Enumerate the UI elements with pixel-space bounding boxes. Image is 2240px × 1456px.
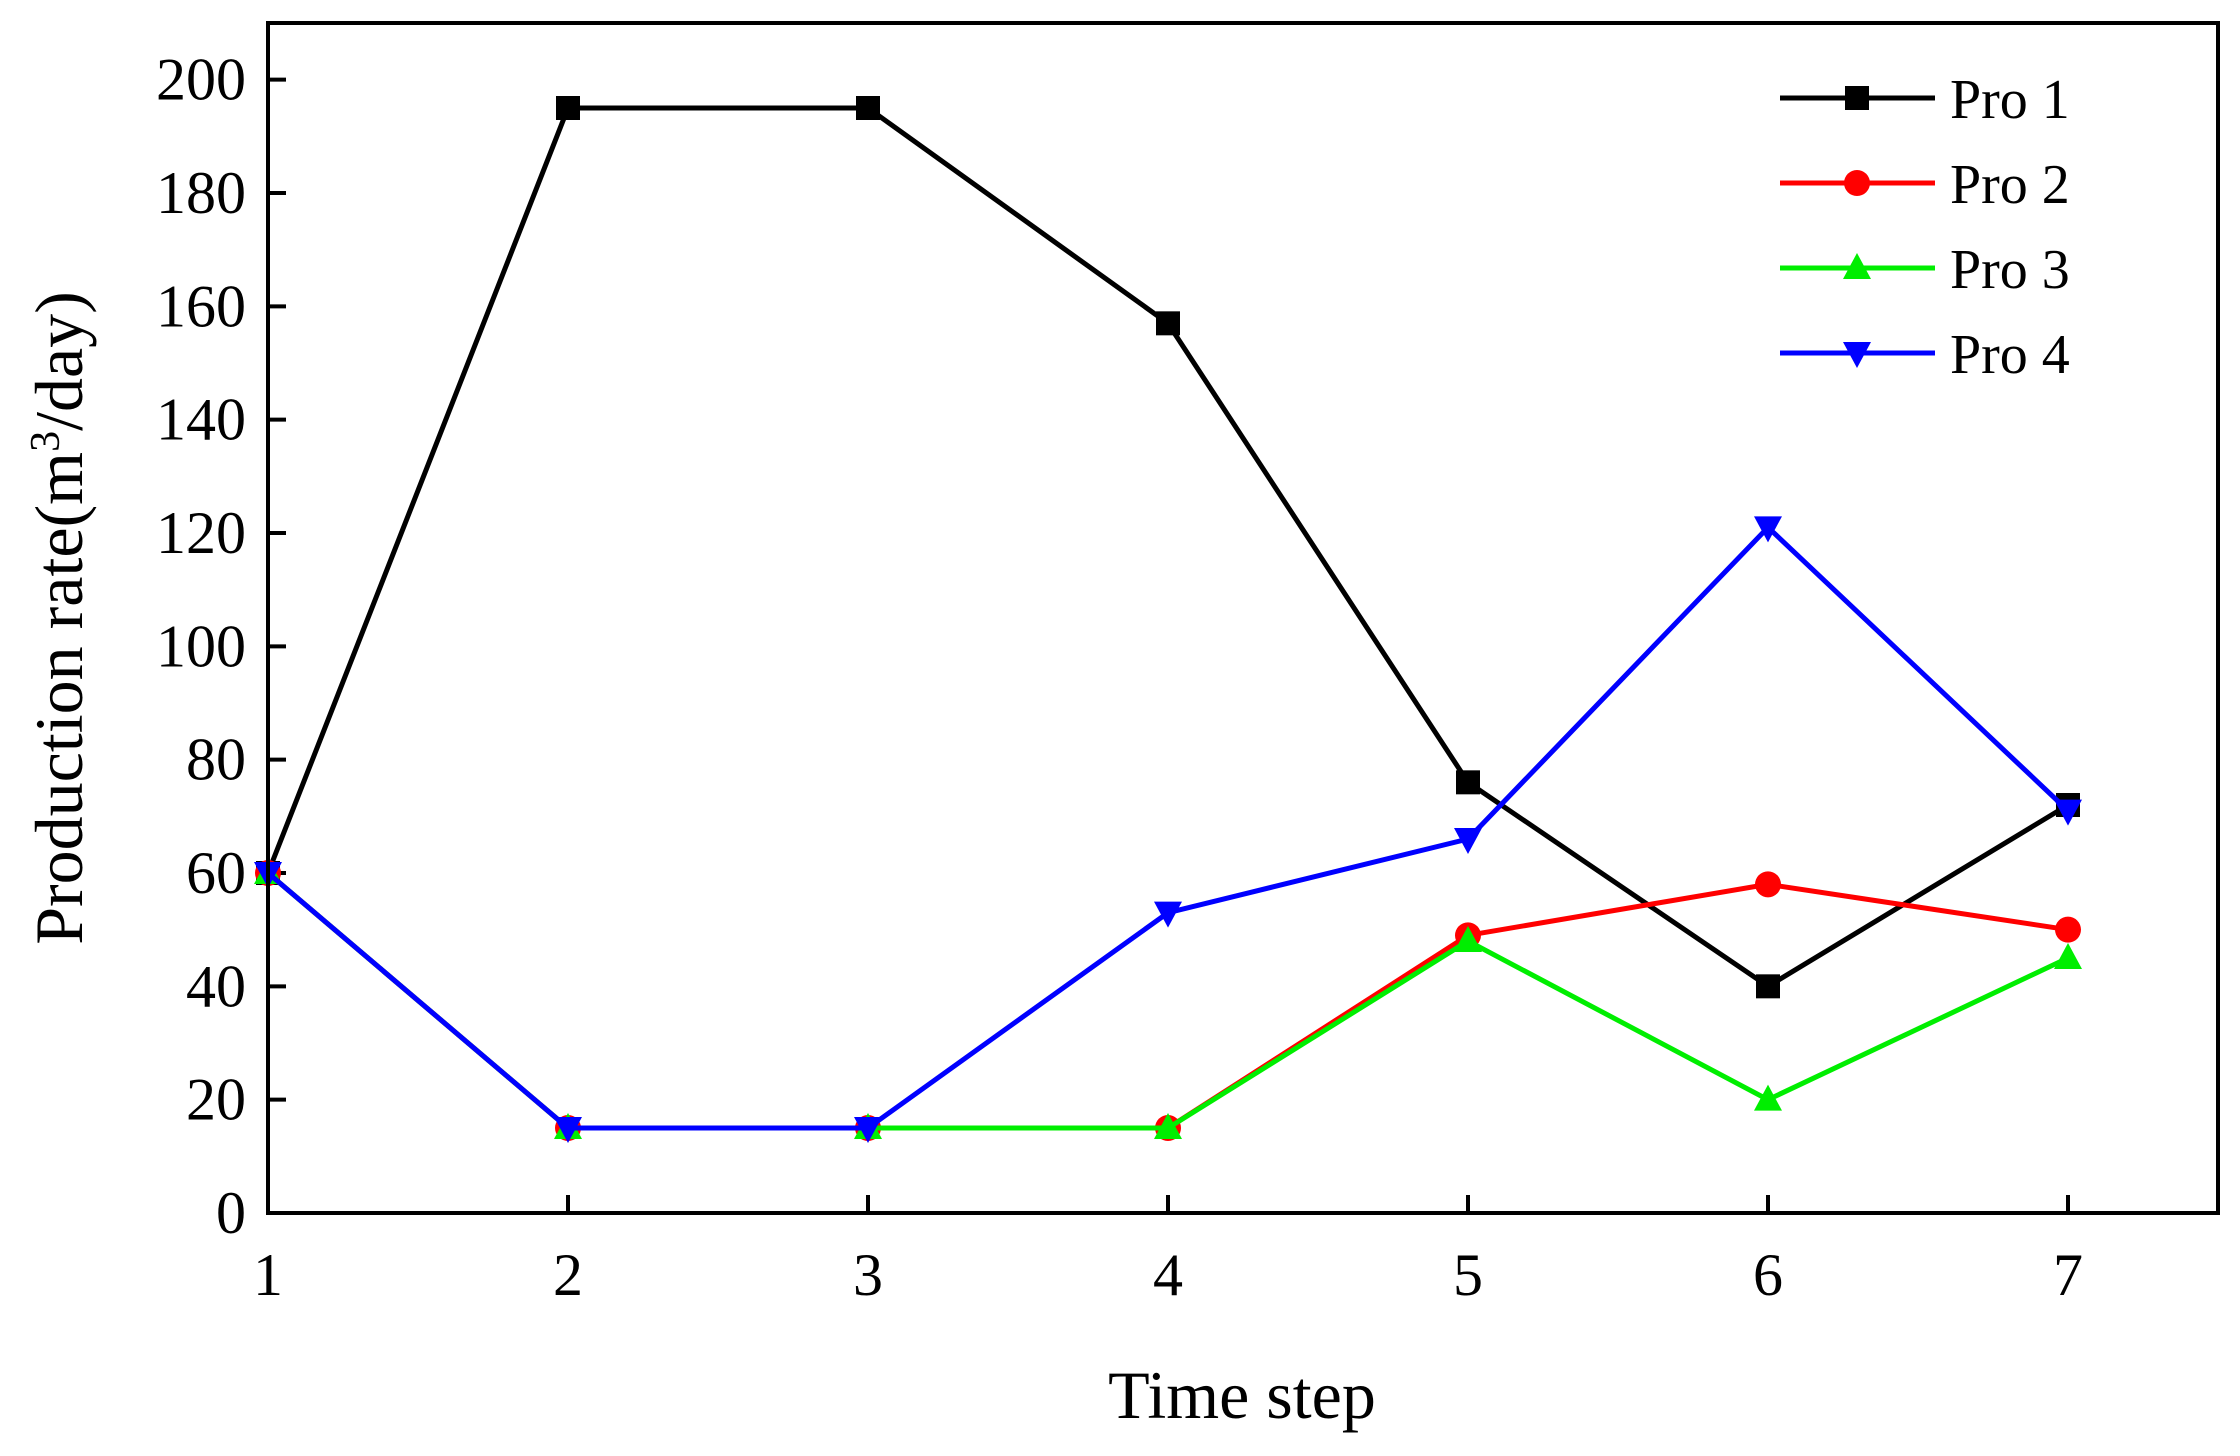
- data-point: [2054, 799, 2082, 826]
- data-point: [1154, 901, 1182, 928]
- series-line: [265, 105, 2070, 990]
- x-tick-label: 7: [2053, 1242, 2083, 1308]
- series-line: [266, 523, 2070, 1131]
- data-point: [1754, 1084, 1782, 1111]
- y-tick-label: 60: [186, 840, 246, 906]
- x-tick-labels: 1 2 3 4 5 6 7: [253, 1242, 2083, 1308]
- x-tick-label: 5: [1453, 1242, 1483, 1308]
- legend-label: Pro 4: [1950, 324, 2070, 386]
- axis-ticks: [266, 77, 2070, 1215]
- y-tick-labels: 0 20 40 60 80 100 120 140 160 180 200: [156, 47, 246, 1246]
- x-tick-label: 3: [853, 1242, 883, 1308]
- data-point: [2055, 916, 2081, 943]
- legend-marker: [1843, 342, 1871, 368]
- data-point: [1755, 871, 1781, 898]
- y-tick-label: 20: [186, 1067, 246, 1133]
- data-point: [1454, 926, 1482, 952]
- data-point: [856, 96, 880, 120]
- x-tick-label: 6: [1753, 1242, 1783, 1308]
- legend-item: Pro 3: [1780, 239, 2070, 301]
- series-pro-4: [254, 516, 2082, 1143]
- y-tick-label: 100: [156, 613, 246, 679]
- x-axis-title: Time step: [1108, 1357, 1376, 1433]
- x-tick-label: 1: [253, 1242, 283, 1308]
- data-point: [556, 96, 580, 120]
- y-tick-label: 180: [156, 160, 246, 226]
- data-point: [2054, 943, 2082, 969]
- series-pro-1: [256, 96, 2080, 999]
- y-axis-title-unit: /day): [21, 291, 97, 431]
- data-point: [1454, 828, 1482, 854]
- legend-label: Pro 1: [1950, 69, 2070, 131]
- y-axis-title: Production rate(m3/day): [21, 291, 97, 945]
- x-tick-label: 4: [1153, 1242, 1183, 1308]
- y-tick-label: 200: [156, 47, 246, 113]
- series-layer: [254, 96, 2082, 1143]
- legend-label: Pro 2: [1950, 154, 2070, 216]
- y-tick-label: 40: [186, 953, 246, 1019]
- legend-marker: [1845, 86, 1869, 110]
- y-axis-title-superscript: 3: [23, 431, 69, 452]
- legend: Pro 1 Pro 2 Pro 3 Pro 4: [1780, 69, 2070, 386]
- legend-label: Pro 3: [1950, 239, 2070, 301]
- y-tick-label: 140: [156, 387, 246, 453]
- legend-item: Pro 1: [1780, 69, 2070, 131]
- data-point: [1756, 974, 1780, 999]
- y-axis-title-main: Production rate(m: [21, 452, 97, 945]
- y-tick-label: 0: [216, 1180, 246, 1246]
- y-tick-label: 160: [156, 273, 246, 339]
- legend-marker: [1843, 253, 1871, 279]
- y-tick-label: 120: [156, 500, 246, 566]
- x-tick-label: 2: [553, 1242, 583, 1308]
- legend-item: Pro 2: [1780, 154, 2070, 216]
- data-point: [554, 1117, 582, 1143]
- data-point: [1156, 311, 1180, 336]
- data-point: [1754, 516, 1782, 543]
- data-point: [1456, 770, 1480, 795]
- legend-marker: [1844, 170, 1870, 196]
- data-point: [854, 1117, 882, 1143]
- data-point: [1154, 1113, 1182, 1139]
- y-tick-label: 80: [186, 727, 246, 793]
- plot-frame: [266, 21, 2220, 1215]
- legend-item: Pro 4: [1780, 324, 2070, 386]
